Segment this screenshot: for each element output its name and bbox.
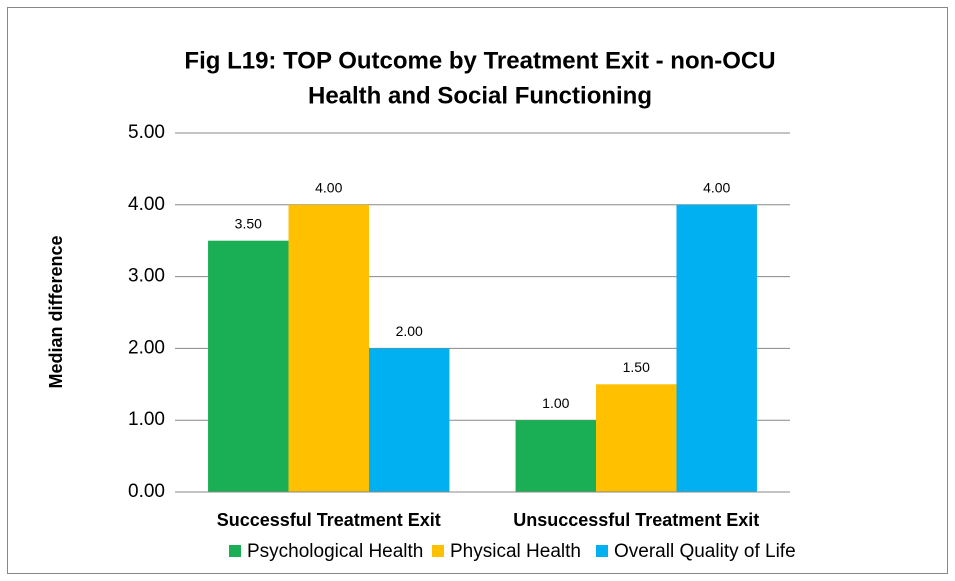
bar xyxy=(208,240,289,492)
y-tick-label: 0.00 xyxy=(128,481,165,502)
data-label: 4.00 xyxy=(315,180,342,196)
legend-swatch xyxy=(432,545,444,557)
y-tick-label: 5.00 xyxy=(128,122,165,143)
legend-label: Overall Quality of Life xyxy=(614,541,796,562)
y-tick-label: 3.00 xyxy=(128,266,165,287)
legend-label: Psychological Health xyxy=(247,541,423,562)
data-label: 4.00 xyxy=(703,180,730,196)
data-label: 3.50 xyxy=(235,215,262,231)
data-label: 1.00 xyxy=(542,395,569,411)
legend-swatch xyxy=(596,545,608,557)
bar xyxy=(288,204,369,493)
bar xyxy=(515,420,597,492)
data-label: 2.00 xyxy=(396,323,423,339)
y-tick-label: 2.00 xyxy=(128,337,165,358)
y-tick-label: 1.00 xyxy=(128,409,165,430)
bar xyxy=(596,384,677,492)
y-axis-label: Median difference xyxy=(46,235,66,388)
x-tick-label: Unsuccessful Treatment Exit xyxy=(513,510,759,530)
legend-swatch xyxy=(229,545,241,557)
y-tick-label: 4.00 xyxy=(128,194,165,215)
data-label: 1.50 xyxy=(623,359,650,375)
chart-title: Fig L19: TOP Outcome by Treatment Exit -… xyxy=(184,47,775,74)
chart-title: Health and Social Functioning xyxy=(308,82,652,109)
legend-label: Physical Health xyxy=(450,541,581,562)
x-tick-label: Successful Treatment Exit xyxy=(217,510,441,530)
bar xyxy=(676,204,757,493)
bar xyxy=(368,348,450,492)
chart-frame xyxy=(7,7,948,574)
